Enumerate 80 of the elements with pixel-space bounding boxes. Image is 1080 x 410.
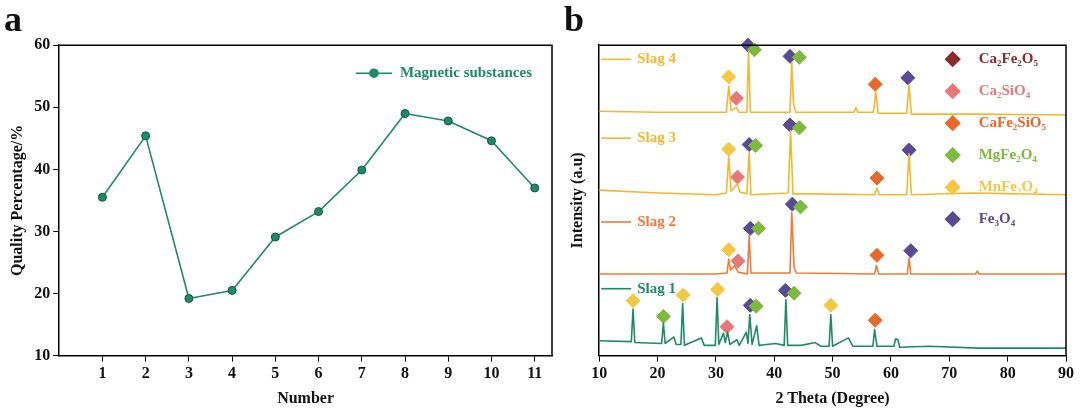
legend-label: Ca₂Fe₂O₅: [978, 50, 1039, 67]
x-tick-label: 5: [271, 364, 280, 382]
point: [748, 137, 764, 153]
point: [675, 287, 691, 303]
point: [869, 247, 885, 263]
point: [721, 141, 737, 157]
x-tick-label: 10: [591, 364, 608, 382]
x-tick-label: 9: [444, 364, 453, 382]
point: [97, 192, 107, 202]
chart-title: b: [564, 0, 585, 39]
legend-label: Fe₃O₄: [978, 210, 1016, 227]
point: [786, 285, 802, 301]
x-tick-label: 40: [766, 364, 783, 382]
y-tick-label: 40: [34, 159, 51, 177]
x-tick-label: 70: [941, 364, 958, 382]
point: [867, 76, 883, 92]
legend-label: Ca₂SiO₄: [978, 82, 1031, 99]
point: [530, 183, 540, 193]
point: [730, 253, 746, 269]
legend-label: MgFe₂O₄: [978, 146, 1038, 163]
point: [869, 170, 885, 186]
y-tick-label: 20: [34, 283, 51, 301]
point: [746, 42, 762, 58]
point: [184, 293, 194, 303]
point: [400, 108, 410, 118]
point: [748, 298, 764, 314]
legend-label: Slag 4: [637, 50, 677, 67]
x-tick-label: 8: [401, 364, 410, 382]
y-tick-label: 30: [34, 221, 51, 239]
point: [443, 116, 453, 126]
y-tick-label: 50: [34, 97, 51, 115]
x-tick-label: 3: [184, 364, 193, 382]
chart-title: a: [4, 0, 22, 39]
point: [721, 242, 737, 258]
x-tick-label: 11: [527, 364, 543, 382]
point: [227, 285, 237, 295]
x-tick-label: 20: [649, 364, 666, 382]
point: [867, 312, 883, 328]
point: [357, 165, 367, 175]
x-tick-label: 50: [824, 364, 841, 382]
x-tick-label: 2: [141, 364, 150, 382]
point: [314, 207, 324, 217]
point: [793, 199, 809, 215]
point: [719, 319, 735, 335]
point: [729, 169, 745, 185]
legend-label: Slag 2: [637, 212, 676, 229]
point: [901, 142, 917, 158]
x-tick-label: 10: [483, 364, 500, 382]
point: [791, 120, 807, 136]
legend-label: Slag 1: [637, 279, 676, 296]
point: [721, 69, 737, 85]
legend-label: MnFe₂O₄: [978, 178, 1039, 195]
x-axis-title: 2 Theta (Degree): [775, 388, 890, 407]
x-tick-label: 1: [98, 364, 107, 382]
y-tick-label: 60: [34, 35, 51, 53]
point: [791, 49, 807, 65]
x-tick-label: 80: [999, 364, 1016, 382]
point: [710, 281, 726, 297]
y-axis-title: Intensity (a.u): [567, 152, 586, 249]
x-tick-label: 4: [228, 364, 237, 382]
point: [141, 131, 151, 141]
point: [903, 243, 919, 259]
point: [270, 232, 280, 242]
point: [823, 297, 839, 313]
legend-label: Slag 3: [637, 129, 676, 146]
point: [486, 136, 496, 146]
point: [751, 220, 766, 236]
x-tick-label: 60: [882, 364, 899, 382]
legend-label: CaFe₂SiO₅: [978, 114, 1047, 131]
point: [900, 70, 916, 86]
point: [655, 308, 671, 324]
y-axis-title: Quality Percentage/%: [7, 124, 26, 277]
x-tick-label: 6: [314, 364, 323, 382]
x-tick-label: 7: [357, 364, 366, 382]
y-tick-label: 10: [34, 345, 51, 363]
point: [728, 90, 744, 106]
x-tick-label: 30: [707, 364, 724, 382]
legend-label: Magnetic substances: [399, 64, 533, 81]
x-axis-title: Number: [277, 388, 335, 406]
x-tick-label: 90: [1058, 364, 1074, 382]
